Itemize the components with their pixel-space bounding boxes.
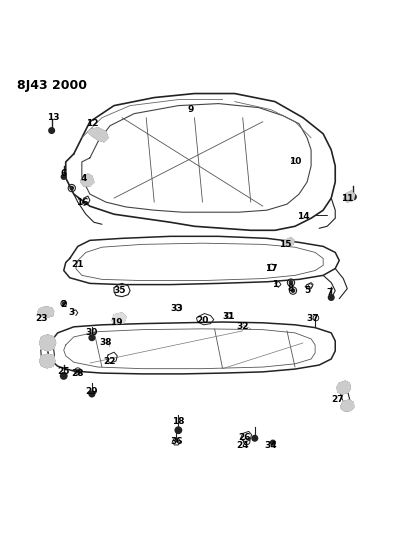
- Text: 22: 22: [104, 357, 116, 366]
- Text: 25: 25: [58, 367, 70, 376]
- Text: 18: 18: [172, 417, 185, 426]
- Polygon shape: [344, 191, 354, 202]
- Circle shape: [291, 289, 294, 292]
- Circle shape: [175, 427, 181, 433]
- Text: 19: 19: [110, 318, 122, 327]
- Text: 8: 8: [288, 284, 294, 293]
- Text: 31: 31: [222, 312, 235, 321]
- Text: 23: 23: [35, 314, 48, 324]
- Polygon shape: [341, 400, 354, 411]
- Text: 15: 15: [279, 240, 291, 249]
- Circle shape: [49, 128, 55, 133]
- Circle shape: [61, 174, 66, 179]
- Circle shape: [77, 370, 79, 372]
- Circle shape: [350, 194, 356, 200]
- Text: 38: 38: [100, 338, 112, 348]
- Circle shape: [252, 435, 258, 441]
- Text: 3: 3: [69, 308, 75, 317]
- Text: 8J43 2000: 8J43 2000: [17, 79, 87, 92]
- Text: 36: 36: [170, 437, 183, 446]
- Circle shape: [89, 335, 95, 341]
- Circle shape: [89, 391, 95, 397]
- Text: 16: 16: [76, 198, 88, 207]
- Text: 12: 12: [85, 119, 98, 128]
- Text: 14: 14: [297, 212, 309, 221]
- Text: 29: 29: [85, 386, 98, 395]
- Circle shape: [62, 302, 65, 305]
- Text: 24: 24: [237, 441, 249, 450]
- Circle shape: [290, 281, 292, 284]
- Polygon shape: [40, 335, 56, 351]
- Text: 6: 6: [61, 169, 67, 179]
- Text: 26: 26: [239, 433, 251, 442]
- Circle shape: [60, 373, 67, 379]
- Text: 33: 33: [170, 304, 183, 313]
- Text: 27: 27: [331, 395, 343, 403]
- Text: 30: 30: [86, 328, 98, 337]
- Text: 4: 4: [81, 174, 87, 182]
- Text: 10: 10: [289, 157, 301, 166]
- Text: 1: 1: [272, 280, 278, 289]
- Text: 37: 37: [307, 314, 320, 324]
- Text: 34: 34: [264, 441, 277, 450]
- Polygon shape: [337, 381, 350, 394]
- Text: 5: 5: [304, 286, 310, 295]
- Text: 2: 2: [61, 300, 67, 309]
- Polygon shape: [38, 306, 54, 317]
- Text: 9: 9: [187, 105, 194, 114]
- Text: 7: 7: [326, 288, 333, 297]
- Text: 20: 20: [196, 316, 209, 325]
- Circle shape: [328, 295, 334, 300]
- Text: 11: 11: [341, 193, 354, 203]
- Text: 32: 32: [237, 322, 249, 332]
- Polygon shape: [81, 174, 94, 186]
- Text: 35: 35: [114, 286, 126, 295]
- Circle shape: [70, 187, 73, 190]
- Text: 21: 21: [72, 260, 84, 269]
- Text: 17: 17: [264, 264, 277, 273]
- Polygon shape: [40, 354, 55, 368]
- Polygon shape: [88, 128, 108, 142]
- Polygon shape: [112, 313, 126, 325]
- Polygon shape: [284, 238, 294, 246]
- Text: 28: 28: [72, 369, 84, 377]
- Circle shape: [271, 440, 275, 445]
- Text: 13: 13: [47, 113, 60, 122]
